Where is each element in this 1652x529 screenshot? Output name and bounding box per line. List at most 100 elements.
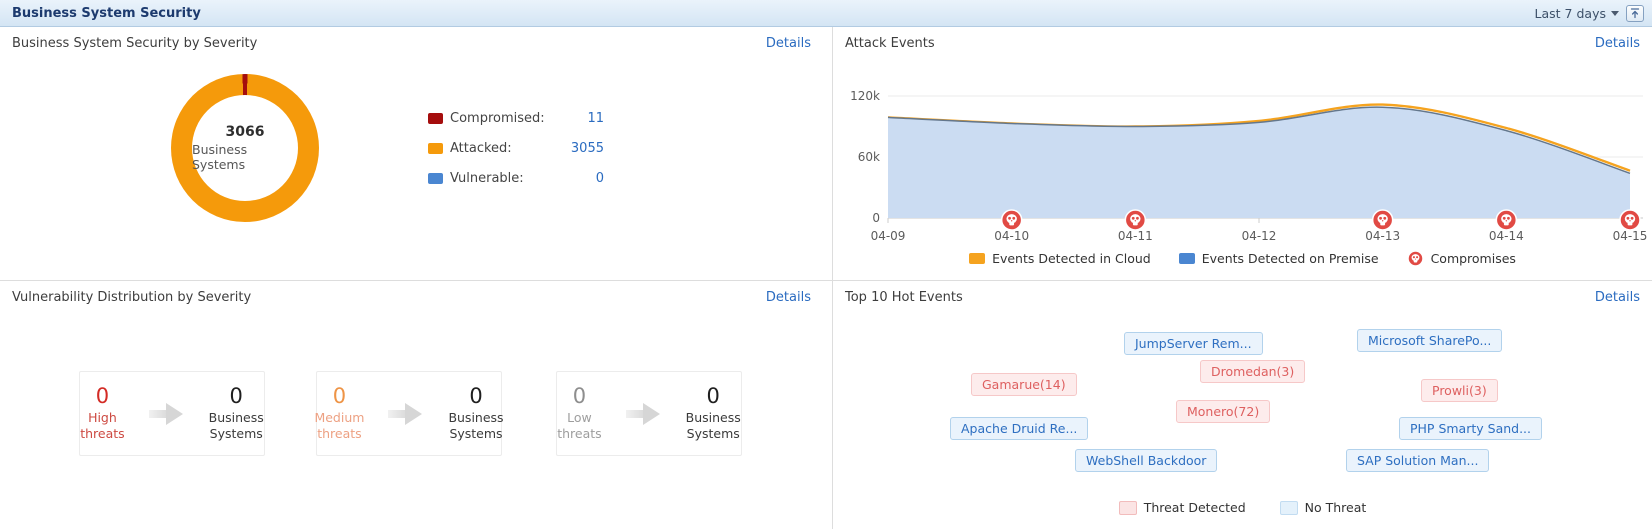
legend-label: No Threat <box>1304 500 1367 515</box>
severity-legend: Compromised: 11 Attacked: 3055 Vulnerable: 0 <box>428 111 604 202</box>
legend-value[interactable]: 11 <box>587 111 604 126</box>
systems-stack: 0 Business Systems <box>208 383 264 443</box>
legend-label: Compromises <box>1430 250 1516 266</box>
horizontal-divider <box>0 280 1652 281</box>
hot-event-tag[interactable]: SAP Solution Man... <box>1346 449 1490 472</box>
chart-legend-item[interactable]: Compromises <box>1406 249 1516 267</box>
legend-label: Vulnerable: <box>450 171 524 186</box>
hot-event-tag[interactable]: Microsoft SharePo... <box>1357 329 1503 352</box>
compromise-skull-icon <box>1495 209 1518 231</box>
hot-event-tag[interactable]: Prowli(3) <box>1421 379 1498 402</box>
hot-event-tag[interactable]: Apache Druid Re... <box>950 417 1089 440</box>
chart-legend-item[interactable]: Events Detected in Cloud <box>969 251 1151 266</box>
systems-label: Business Systems <box>448 409 504 442</box>
panel-severity: Business System Security by Severity Det… <box>0 27 832 280</box>
compromise-skull-icon <box>1619 209 1641 231</box>
panel-vulnerability: Vulnerability Distribution by Severity D… <box>0 281 832 529</box>
legend-swatch <box>428 143 443 154</box>
systems-label: Business Systems <box>685 409 741 442</box>
collapse-top-icon <box>1630 8 1640 19</box>
attack-events-chart: 0 60k 120k 04-09 04-10 04-11 04-12 04-13 04-14 04… <box>833 27 1652 243</box>
chart-legend-item[interactable]: Events Detected on Premise <box>1178 250 1379 266</box>
threat-stack: 0 Medium threats <box>314 383 365 443</box>
legend-label: Threat Detected <box>1143 500 1246 515</box>
compromise-skull-icon <box>1000 209 1023 231</box>
y-axis-label: 0 <box>872 211 880 225</box>
series-premise-area <box>888 107 1630 218</box>
systems-count: 0 <box>706 383 720 408</box>
tag-legend-swatch <box>1118 500 1137 515</box>
collapse-button[interactable] <box>1626 4 1644 22</box>
donut-center: 3066 Business Systems <box>192 95 298 201</box>
tag-legend-item: Threat Detected <box>1118 500 1246 515</box>
legend-value[interactable]: 3055 <box>570 141 604 156</box>
systems-stack: 0 Business Systems <box>448 383 504 443</box>
legend-label: Attacked: <box>450 141 512 156</box>
details-link[interactable]: Details <box>765 290 811 305</box>
severity-card: 0 Medium threats 0 Business Systems <box>314 371 504 456</box>
arrow-right-icon <box>388 402 424 425</box>
x-axis-label: 04-11 <box>1118 229 1153 243</box>
details-link[interactable]: Details <box>1594 36 1640 51</box>
panel-title: Attack Events <box>845 36 935 51</box>
systems-count: 0 <box>229 383 243 408</box>
hot-event-tag[interactable]: JumpServer Rem... <box>1124 332 1263 355</box>
x-axis-label: 04-14 <box>1489 229 1524 243</box>
x-axis-label: 04-13 <box>1365 229 1400 243</box>
threat-count: 0 <box>572 383 587 408</box>
time-range-label: Last 7 days <box>1534 5 1606 21</box>
panel-hot-events: Top 10 Hot Events Details JumpServer Rem… <box>833 281 1652 529</box>
hot-event-tag[interactable]: WebShell Backdoor <box>1075 449 1218 472</box>
severity-donut-chart: 3066 Business Systems <box>171 74 319 222</box>
details-link[interactable]: Details <box>765 36 811 51</box>
donut-total-label: Business Systems <box>192 142 248 172</box>
threat-count: 0 <box>332 383 347 408</box>
threat-label: High threats <box>80 409 125 442</box>
legend-label: Events Detected in Cloud <box>992 250 1151 266</box>
threat-label: Medium threats <box>314 409 365 442</box>
hot-event-tag[interactable]: Monero(72) <box>1176 400 1271 423</box>
legend-swatch <box>969 252 986 264</box>
tag-legend-item: No Threat <box>1279 500 1367 515</box>
x-axis-label: 04-09 <box>871 229 906 243</box>
severity-card: 0 High threats 0 Business Systems <box>79 371 265 456</box>
details-link[interactable]: Details <box>1594 290 1640 305</box>
threat-count: 0 <box>95 383 110 408</box>
systems-count: 0 <box>469 383 483 408</box>
app-header: Business System Security Last 7 days <box>0 0 1652 27</box>
legend-item: Vulnerable: 0 <box>428 171 604 186</box>
legend-swatch <box>428 113 443 124</box>
x-axis-label: 04-15 <box>1613 229 1648 243</box>
legend-swatch <box>428 173 443 184</box>
systems-stack: 0 Business Systems <box>685 383 741 443</box>
severity-card: 0 Low threats 0 Business Systems <box>556 371 742 456</box>
panel-title: Top 10 Hot Events <box>845 290 963 305</box>
threat-stack: 0 High threats <box>80 383 125 443</box>
systems-label: Business Systems <box>208 409 264 442</box>
donut-total: 3066 <box>225 124 265 140</box>
compromise-skull-icon <box>1124 209 1147 231</box>
legend-item: Attacked: 3055 <box>428 141 604 156</box>
legend-label: Events Detected on Premise <box>1201 250 1379 266</box>
hot-event-tag[interactable]: Gamarue(14) <box>971 373 1077 396</box>
x-axis-label: 04-10 <box>994 229 1029 243</box>
vertical-divider <box>832 27 833 529</box>
y-axis-label: 60k <box>858 150 880 164</box>
legend-value[interactable]: 0 <box>595 171 604 186</box>
panel-title: Vulnerability Distribution by Severity <box>12 290 252 305</box>
page-title: Business System Security <box>12 5 201 21</box>
hot-event-tag[interactable]: Dromedan(3) <box>1200 360 1306 383</box>
x-axis-label: 04-12 <box>1242 229 1277 243</box>
arrow-right-icon <box>148 402 185 425</box>
compromise-skull-icon <box>1371 209 1394 231</box>
y-axis-label: 120k <box>850 89 880 103</box>
hot-event-tag[interactable]: PHP Smarty Sand... <box>1399 417 1543 440</box>
time-range-selector[interactable]: Last 7 days <box>1535 6 1619 21</box>
tag-legend-swatch <box>1279 500 1298 515</box>
skull-icon <box>1406 249 1424 267</box>
hot-events-legend: Threat Detected No Threat <box>833 500 1652 515</box>
panel-attack-events: Attack Events Details 0 60k 120k 04-09 04-10… <box>833 27 1652 280</box>
legend-label: Compromised: <box>450 111 545 126</box>
chevron-down-icon <box>1611 10 1619 16</box>
arrow-right-icon <box>625 402 662 425</box>
